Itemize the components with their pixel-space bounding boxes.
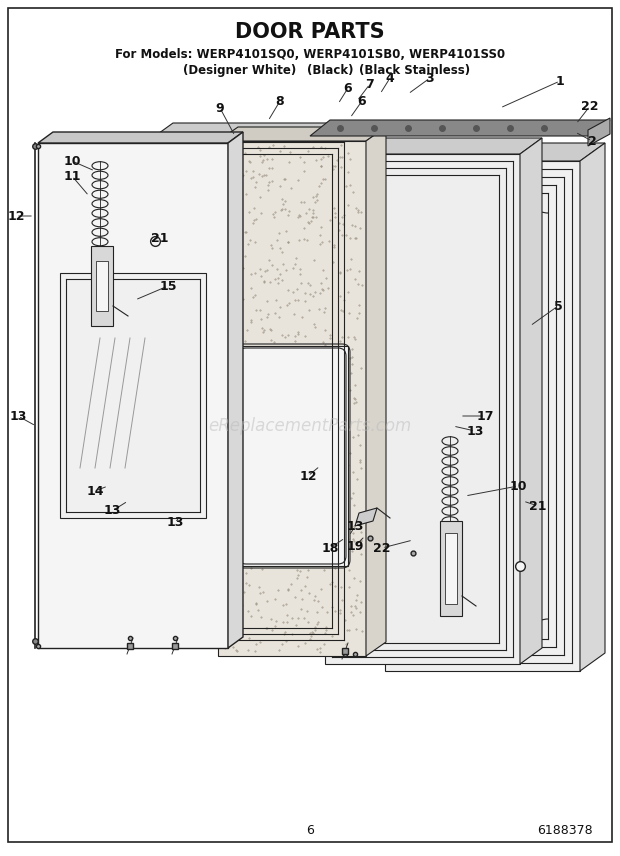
Text: (Black Stainless): (Black Stainless) bbox=[360, 64, 471, 77]
Text: 4: 4 bbox=[386, 72, 394, 85]
Polygon shape bbox=[445, 533, 457, 604]
Text: 10: 10 bbox=[63, 154, 81, 168]
Text: 1: 1 bbox=[556, 74, 564, 87]
Polygon shape bbox=[310, 120, 610, 136]
Text: 6: 6 bbox=[343, 81, 352, 94]
Text: (Black): (Black) bbox=[307, 64, 353, 77]
Text: 8: 8 bbox=[276, 94, 285, 108]
Polygon shape bbox=[350, 123, 368, 646]
Text: 15: 15 bbox=[159, 280, 177, 293]
Text: 22: 22 bbox=[373, 542, 391, 555]
Polygon shape bbox=[580, 143, 605, 671]
Text: 13: 13 bbox=[466, 425, 484, 437]
Polygon shape bbox=[385, 161, 580, 671]
Text: 13: 13 bbox=[166, 516, 184, 530]
Text: 12: 12 bbox=[7, 210, 25, 223]
Text: 13: 13 bbox=[9, 409, 27, 423]
Text: 21: 21 bbox=[151, 231, 169, 245]
Text: 6: 6 bbox=[358, 94, 366, 108]
Polygon shape bbox=[38, 132, 243, 143]
Polygon shape bbox=[91, 246, 113, 326]
Text: 2: 2 bbox=[588, 134, 596, 147]
Text: 14: 14 bbox=[86, 484, 104, 497]
Polygon shape bbox=[218, 141, 366, 656]
Text: 3: 3 bbox=[426, 72, 435, 85]
Polygon shape bbox=[38, 143, 228, 648]
Text: 9: 9 bbox=[216, 102, 224, 115]
Polygon shape bbox=[440, 521, 462, 616]
Text: 11: 11 bbox=[63, 169, 81, 182]
Text: 10: 10 bbox=[509, 479, 527, 492]
Polygon shape bbox=[218, 127, 386, 141]
Text: For Models: WERP4101SQ0, WERP4101SB0, WERP4101SS0: For Models: WERP4101SQ0, WERP4101SB0, WE… bbox=[115, 48, 505, 61]
Polygon shape bbox=[366, 127, 386, 656]
Text: 21: 21 bbox=[529, 500, 547, 513]
Polygon shape bbox=[228, 132, 243, 648]
Polygon shape bbox=[155, 123, 368, 136]
Polygon shape bbox=[355, 508, 377, 526]
Polygon shape bbox=[520, 138, 542, 664]
Text: 7: 7 bbox=[366, 78, 374, 91]
Text: 18: 18 bbox=[321, 542, 339, 555]
Text: 6: 6 bbox=[306, 823, 314, 836]
Text: 12: 12 bbox=[299, 469, 317, 483]
Polygon shape bbox=[325, 138, 542, 154]
Text: 13: 13 bbox=[347, 520, 364, 532]
Polygon shape bbox=[96, 261, 108, 311]
Text: 22: 22 bbox=[582, 99, 599, 112]
Polygon shape bbox=[236, 346, 348, 566]
Text: 17: 17 bbox=[476, 409, 494, 423]
Text: 5: 5 bbox=[554, 300, 562, 312]
Text: (Designer White): (Designer White) bbox=[184, 64, 296, 77]
Text: eReplacementParts.com: eReplacementParts.com bbox=[208, 417, 412, 435]
Polygon shape bbox=[588, 118, 610, 146]
Polygon shape bbox=[325, 154, 520, 664]
Polygon shape bbox=[385, 143, 605, 161]
Polygon shape bbox=[155, 136, 350, 646]
Text: 19: 19 bbox=[347, 539, 364, 552]
Polygon shape bbox=[60, 273, 206, 518]
Text: DOOR PARTS: DOOR PARTS bbox=[235, 22, 385, 42]
Text: 6188378: 6188378 bbox=[537, 823, 593, 836]
Text: 13: 13 bbox=[104, 504, 121, 518]
